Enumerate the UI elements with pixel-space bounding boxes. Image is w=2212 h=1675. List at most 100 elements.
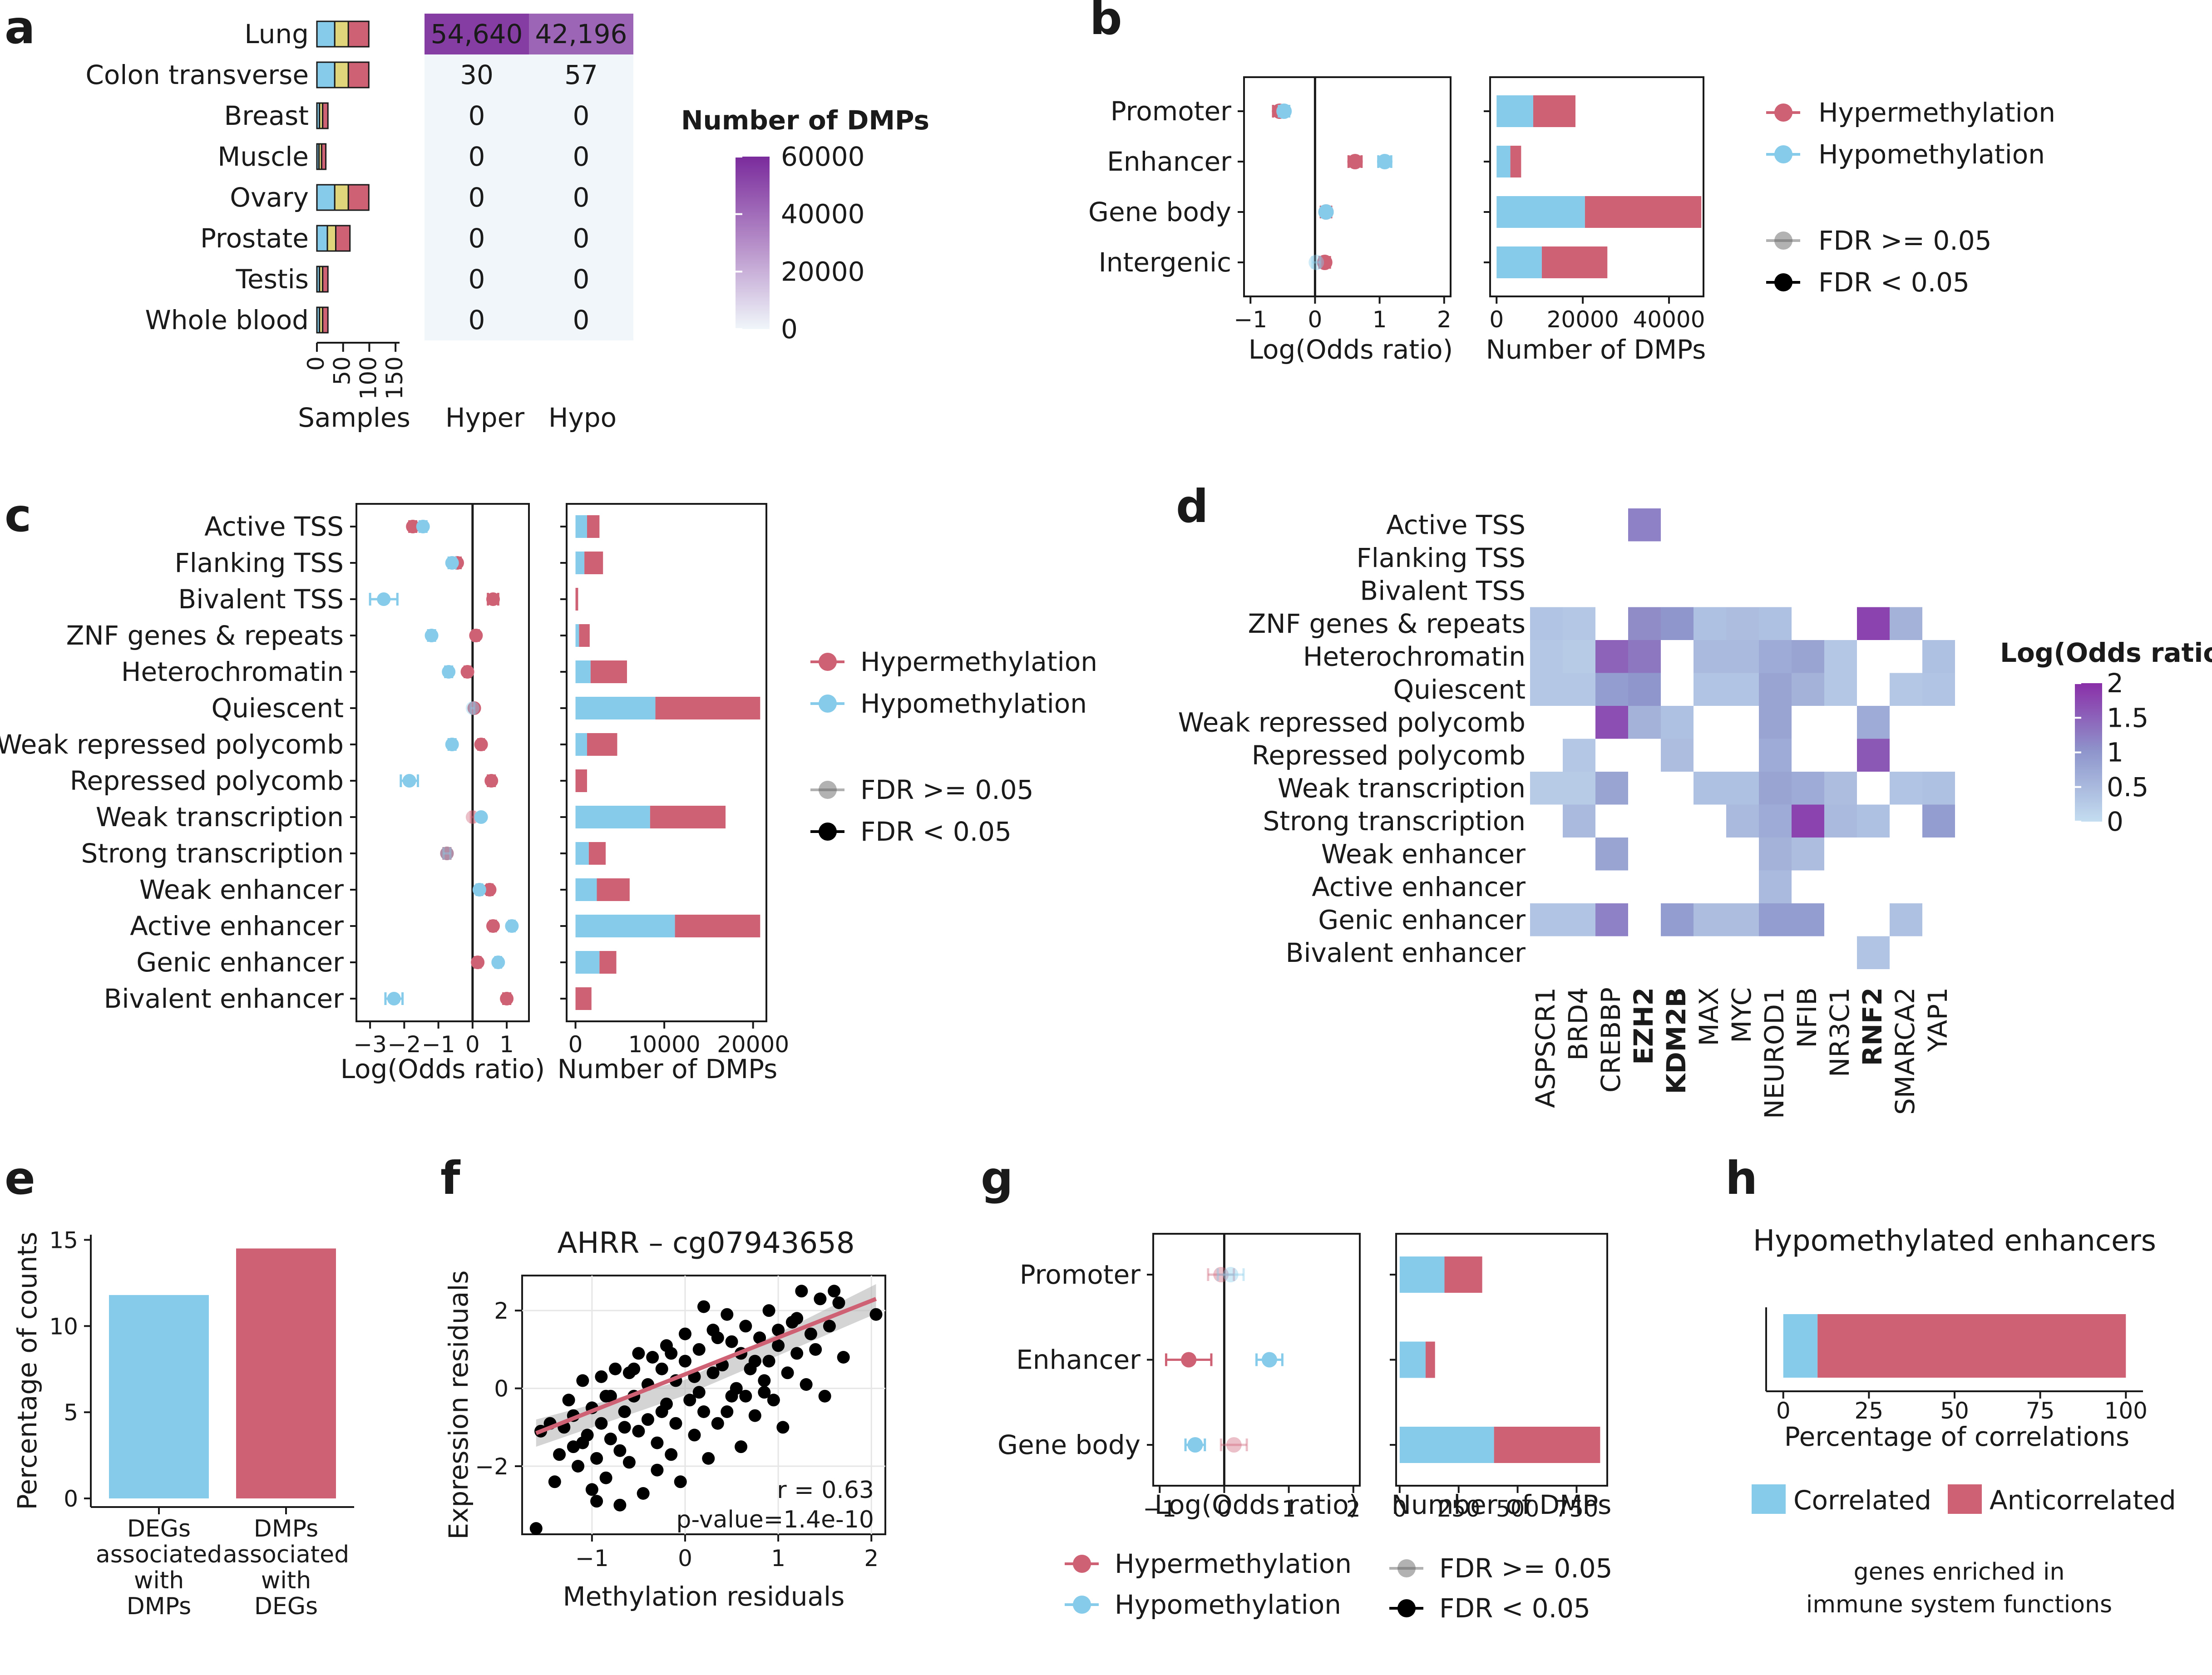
f-point	[776, 1421, 790, 1434]
h-xtick-label: 100	[2104, 1398, 2148, 1424]
f-point	[599, 1389, 612, 1403]
c-bar-hypo	[575, 806, 650, 828]
b-legend-fdr-ns: FDR >= 0.05	[1818, 225, 1992, 256]
c-bar-hypo	[575, 878, 597, 901]
a-colorbar-title: Number of DMPs	[681, 105, 929, 136]
f-point	[655, 1405, 668, 1418]
g-bar-tick-label: 750	[1555, 1496, 1598, 1522]
c-legend-hyper-marker	[819, 653, 837, 671]
f-point	[809, 1343, 822, 1356]
panel-label-e: e	[5, 1152, 35, 1205]
f-point	[795, 1285, 808, 1298]
b-bar-tick-label: 0	[1489, 306, 1504, 333]
d-cell	[1661, 706, 1694, 739]
f-point	[637, 1487, 650, 1500]
f-point	[772, 1339, 785, 1352]
c-point	[484, 774, 499, 788]
a-row-label: Muscle	[217, 141, 309, 172]
b-point	[1308, 255, 1324, 270]
d-cell	[1857, 739, 1890, 772]
c-point	[474, 810, 488, 824]
panel-a: Lung Colon transverse Breast Muscle Ovary Pro…	[85, 14, 929, 433]
a-colorbar-tick-label: 40000	[781, 199, 865, 230]
c-bar-tick-label: 10000	[628, 1031, 701, 1058]
f-point	[604, 1433, 617, 1445]
c-category-labels: Active TSS Flanking TSS Bivalent TSS ZNF ge…	[0, 511, 567, 1014]
a-hypo-cell	[529, 95, 633, 136]
d-heatmap-cells	[1530, 508, 1955, 969]
d-colorbar-tick-label: 0	[2107, 806, 2123, 837]
g-legend-fdr-ns-marker	[1397, 1559, 1416, 1577]
a-samples-label: Samples	[298, 402, 410, 433]
e-category-label: DMPs	[127, 1593, 191, 1620]
f-point	[832, 1296, 845, 1309]
d-cell	[1694, 607, 1726, 640]
d-column-label: NFIB	[1792, 987, 1822, 1048]
g-lor-tick-label: 2	[1346, 1496, 1361, 1522]
b-legend: Hypermethylation Hypomethylation FDR >= …	[1766, 97, 2055, 298]
g-dmp-bars: 0 250 500 750	[1392, 1256, 1600, 1522]
d-cell	[1792, 838, 1824, 871]
c-lor-tick-label: −1	[422, 1031, 455, 1058]
c-category-label: Active TSS	[204, 511, 344, 542]
d-cell	[1628, 508, 1661, 542]
e-category-label: with	[134, 1567, 184, 1594]
b-category-label: Gene body	[1088, 197, 1231, 227]
d-cell	[1563, 772, 1595, 805]
b-legend-hypo-marker	[1774, 145, 1792, 163]
b-bar-hypo	[1496, 146, 1511, 177]
c-legend-hypo: Hypomethylation	[860, 688, 1087, 719]
f-point	[655, 1362, 668, 1375]
f-xtick-label: 1	[771, 1545, 785, 1572]
h-bar-anticorrelated	[1817, 1314, 2126, 1378]
g-bar-hyper	[1444, 1256, 1482, 1293]
d-cell	[1595, 903, 1628, 936]
b-bar-hyper	[1533, 95, 1575, 127]
c-bar-hyper	[575, 769, 587, 792]
c-bar-tick-label: 20000	[717, 1031, 789, 1058]
a-hyper-cell	[425, 14, 529, 54]
c-bar-frame	[566, 503, 767, 1022]
c-bar-hyper	[650, 806, 726, 828]
c-point	[445, 556, 459, 570]
c-bar-hyper	[597, 878, 630, 901]
a-hypo-cell	[529, 218, 633, 259]
f-point	[646, 1351, 659, 1364]
g-bar-tick-label: 500	[1496, 1496, 1539, 1522]
f-point	[758, 1374, 771, 1387]
a-samples-bar	[347, 184, 370, 211]
f-point	[692, 1343, 706, 1356]
g-point	[1261, 1352, 1277, 1368]
d-cell	[1694, 903, 1726, 936]
f-point	[823, 1320, 836, 1333]
a-hypo-value: 0	[573, 141, 590, 172]
e-category-label: DEGs	[254, 1593, 318, 1620]
f-point	[818, 1389, 831, 1403]
f-point	[748, 1355, 761, 1368]
f-point	[697, 1405, 710, 1418]
f-ytick-label: 0	[494, 1376, 509, 1402]
h-legend-correlated: Correlated	[1793, 1485, 1931, 1516]
c-bar-hypo	[575, 697, 656, 719]
c-category-label: Weak transcription	[96, 802, 344, 833]
a-samples-bar	[347, 20, 370, 48]
g-lor-tick-label: 1	[1282, 1496, 1296, 1522]
f-point	[562, 1394, 575, 1407]
panel-f: AHRR – cg07943658 r = 0.63 p-value=1.4e-…	[443, 1227, 886, 1612]
f-point	[651, 1463, 664, 1477]
e-category-labels: DEGsassociatedwithDMPsDMPsassociatedwith…	[96, 1507, 349, 1620]
c-bar-hyper	[588, 842, 606, 865]
d-cell	[1595, 706, 1628, 739]
c-bar-hyper	[579, 624, 590, 647]
h-xtick-label: 0	[1776, 1398, 1791, 1424]
h-bars	[1783, 1314, 2126, 1378]
d-column-label: SMARCA2	[1890, 987, 1921, 1115]
d-cell	[1890, 903, 1922, 936]
a-samples-tick-label: 0	[303, 356, 329, 371]
f-points	[529, 1285, 883, 1535]
g-bar-hyper	[1425, 1341, 1435, 1378]
f-r: r = 0.63	[777, 1477, 874, 1504]
g-category-label: Gene body	[997, 1429, 1141, 1460]
c-category-label: ZNF genes & repeats	[66, 620, 344, 651]
a-hypo-cell	[529, 177, 633, 218]
